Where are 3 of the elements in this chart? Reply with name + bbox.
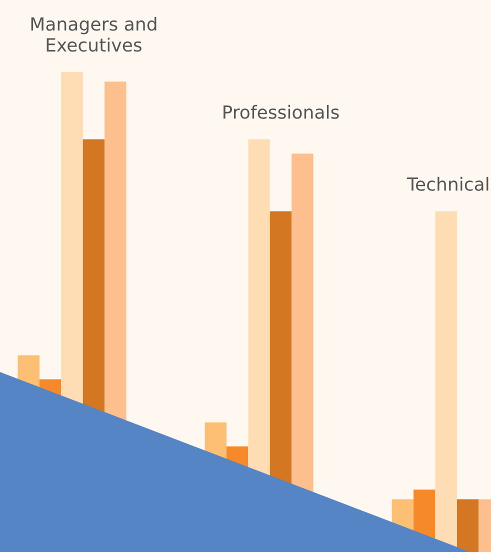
- x-tick-label: Managers and Executives: [31, 16, 156, 52]
- x-tick-label: Professionals: [224, 104, 339, 119]
- x-tick-label: Technical: [406, 176, 488, 191]
